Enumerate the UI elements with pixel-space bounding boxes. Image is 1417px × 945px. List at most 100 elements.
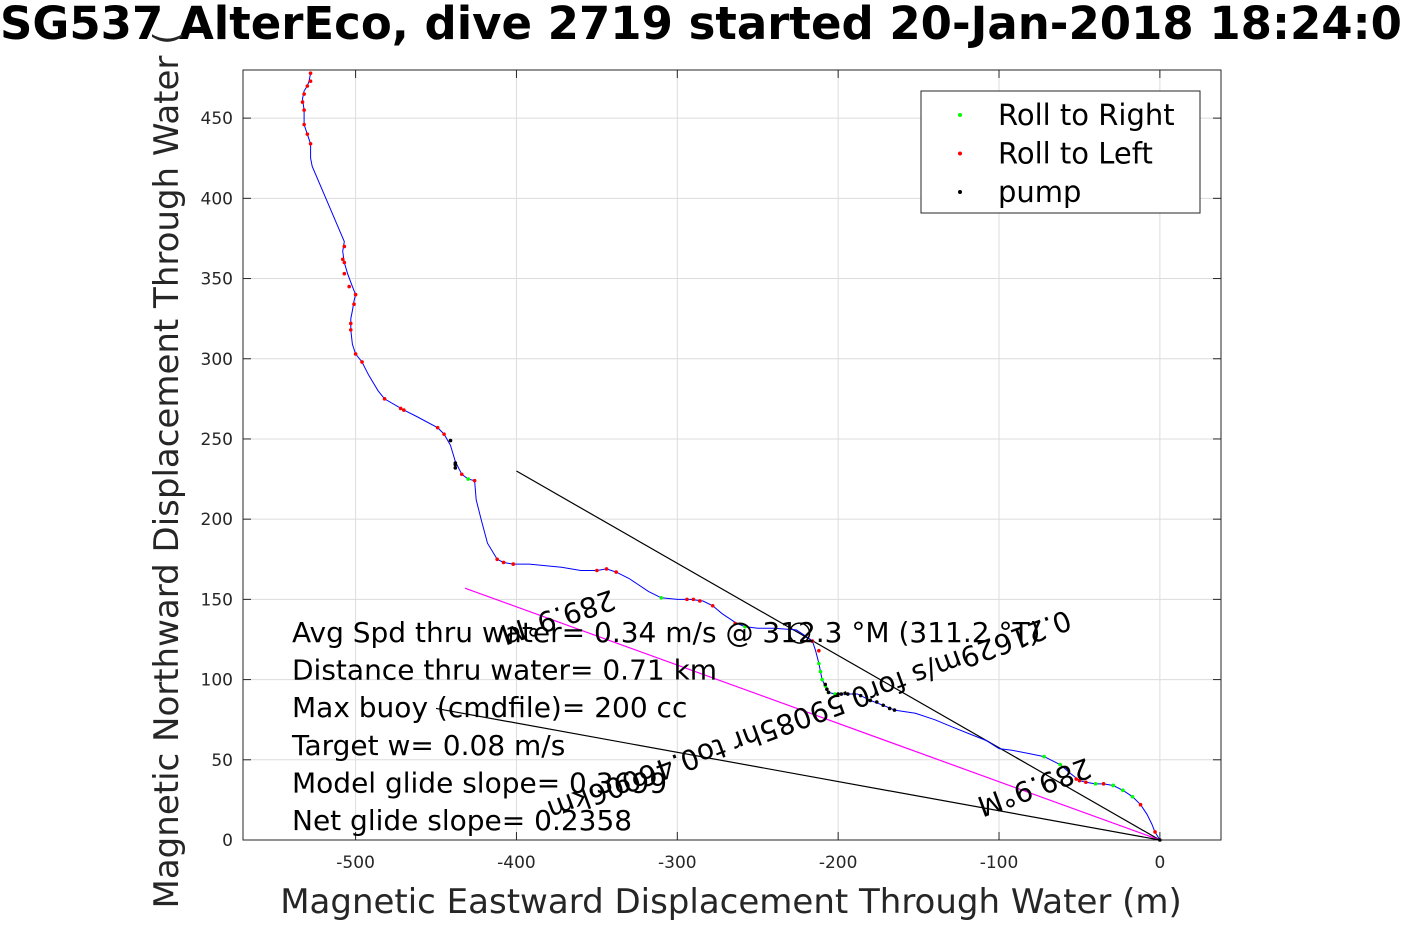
pump-point	[826, 690, 831, 695]
roll-left-point	[348, 321, 353, 326]
roll-left-point	[604, 567, 609, 571]
roll-left-point	[342, 244, 347, 249]
track-series	[301, 73, 1161, 841]
roll-right-point	[818, 669, 823, 674]
roll-left-point	[1153, 830, 1157, 834]
markers	[300, 71, 1162, 842]
direction-line-1	[464, 587, 1161, 841]
roll-right-point	[817, 661, 821, 666]
roll-left-point	[308, 71, 313, 76]
pump-point	[892, 708, 897, 712]
roll-right-point	[833, 692, 837, 696]
roll-left-point	[435, 425, 440, 430]
pump-point	[825, 687, 829, 692]
x-tick-label: -400	[497, 853, 536, 873]
roll-left-point	[353, 292, 358, 297]
roll-left-point	[308, 141, 313, 146]
x-tick-label: -100	[980, 853, 1019, 873]
y-axis-label: Magnetic Northward Displacement Through …	[147, 32, 187, 909]
pump-point	[874, 700, 879, 704]
y-tick-label: 100	[201, 671, 233, 691]
pump-point	[852, 692, 857, 696]
roll-left-point	[698, 599, 702, 603]
roll-left-point	[382, 397, 387, 401]
x-tick-label: 0	[1154, 853, 1165, 873]
y-tick-label: 450	[201, 109, 233, 129]
roll-left-point	[691, 597, 696, 602]
roll-left-point	[1084, 780, 1088, 785]
rotated-annotation-2: 289.9°M	[973, 751, 1095, 823]
pump-point	[858, 693, 863, 698]
roll-right-point	[1111, 783, 1116, 788]
annotation-line: Avg Spd thru water= 0.34 m/s @ 312.3 °M …	[292, 616, 1040, 649]
pump-point	[868, 698, 873, 703]
roll-left-point	[360, 360, 364, 364]
roll-left-point	[817, 648, 821, 653]
roll-left-point	[614, 570, 618, 574]
annotation-line: Net glide slope= 0.2358	[292, 804, 632, 837]
roll-left-point	[302, 92, 306, 96]
roll-left-point	[442, 432, 446, 436]
plot-box	[242, 69, 1222, 841]
roll-left-point	[733, 621, 738, 626]
pump-point	[881, 703, 886, 708]
legend-label: pump	[998, 175, 1081, 209]
roll-left-point	[302, 108, 306, 112]
roll-left-point	[685, 597, 689, 602]
y-tick-label: 350	[201, 270, 233, 290]
y-tick-label: 200	[201, 510, 233, 530]
roll-left-point	[511, 562, 516, 566]
roll-left-point	[352, 302, 356, 307]
roll-left-point	[1074, 777, 1079, 781]
roll-right-point	[466, 477, 470, 481]
legend-marker	[958, 113, 962, 117]
y-tick-label: 50	[211, 751, 233, 771]
roll-left-point	[342, 271, 347, 276]
roll-left-point	[353, 352, 358, 356]
annotation-line: Target w= 0.08 m/s	[291, 729, 565, 762]
direction-line-2	[435, 707, 1160, 841]
roll-right-point	[1121, 788, 1125, 793]
roll-left-point	[495, 557, 499, 562]
plot-frame	[242, 69, 1222, 841]
roll-right-point	[1093, 782, 1098, 786]
roll-left-point	[595, 568, 599, 573]
legend-label: Roll to Left	[998, 137, 1153, 171]
pump-point	[1158, 838, 1162, 842]
pump-point	[887, 706, 892, 711]
annotation-line: Max buoy (cmdfile)= 200 cc	[292, 691, 687, 724]
roll-left-point	[300, 100, 305, 104]
y-tick-label: 250	[201, 430, 233, 450]
pump-point	[836, 692, 840, 696]
pump-point	[453, 461, 458, 465]
x-tick-label: -200	[819, 853, 858, 873]
pump-point	[823, 682, 828, 687]
annotation-line: Distance thru water= 0.71 km	[292, 654, 717, 687]
y-tick-label: 400	[201, 189, 233, 209]
roll-right-point	[743, 624, 747, 629]
roll-right-point	[1058, 762, 1062, 767]
roll-left-point	[348, 328, 353, 332]
roll-left-point	[305, 84, 310, 88]
roll-left-point	[347, 284, 351, 289]
roll-left-point	[340, 257, 345, 262]
roll-left-point	[342, 260, 347, 265]
dive-track-line	[301, 73, 1161, 841]
roll-right-point	[820, 677, 824, 682]
roll-left-point	[472, 478, 477, 483]
y-tick-label: 300	[201, 350, 233, 370]
direction-lines	[435, 470, 1161, 841]
legend-marker	[958, 190, 962, 194]
pump-point	[448, 438, 453, 443]
chart-title: SG537 AlterEco, dive 2719 started 20-Jan…	[0, 0, 1402, 50]
legend-box	[920, 90, 1201, 214]
roll-left-point	[1138, 802, 1143, 807]
roll-right-point	[1042, 754, 1046, 759]
x-tick-label: -300	[658, 853, 697, 873]
roll-left-point	[302, 122, 306, 127]
tick-labels: -500 -400 -300 -200 -100 0 0 50 100 150 200 250 300 3…	[201, 109, 1166, 873]
x-axis-label: Magnetic Eastward Displacement Through W…	[280, 882, 1182, 922]
pump-point	[846, 692, 850, 696]
roll-left-point	[305, 132, 310, 136]
